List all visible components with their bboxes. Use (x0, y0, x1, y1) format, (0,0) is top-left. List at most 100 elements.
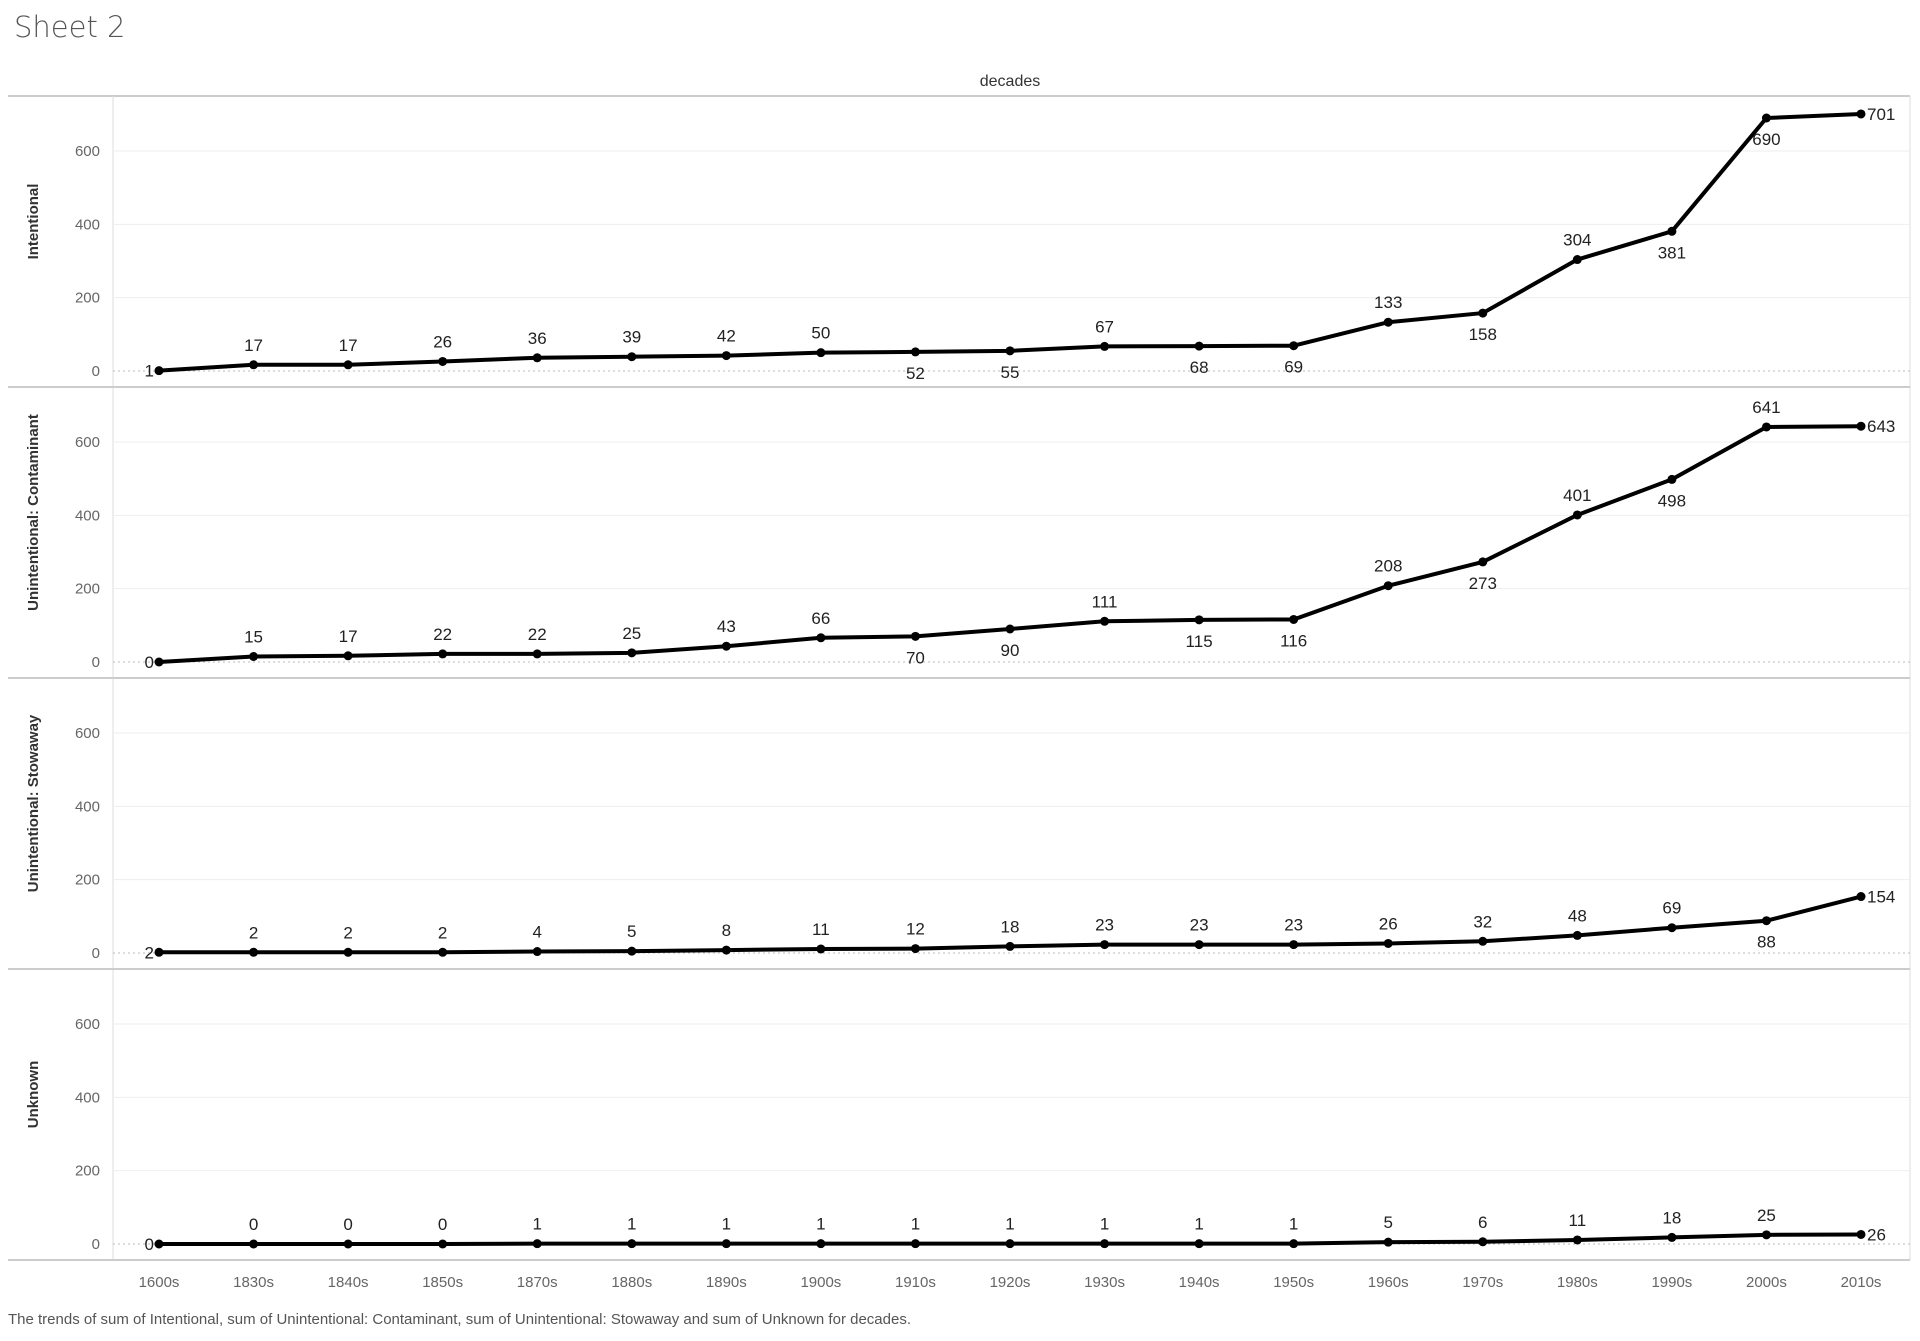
data-point (249, 947, 259, 957)
data-point (816, 633, 826, 643)
data-label: 5 (627, 922, 636, 941)
data-point (438, 649, 448, 659)
x-tick-label: 1960s (1368, 1274, 1409, 1291)
y-axis-title: Intentional (25, 184, 42, 260)
data-point (1667, 474, 1677, 484)
x-tick-label: 1830s (233, 1274, 274, 1291)
data-point (1383, 317, 1393, 327)
data-point (1194, 341, 1204, 351)
y-tick-label: 0 (92, 1236, 100, 1253)
data-point (1289, 614, 1299, 624)
data-point (1194, 615, 1204, 625)
data-label: 1 (722, 1215, 731, 1234)
y-axis-title: Unknown (25, 1061, 42, 1129)
data-point (1667, 226, 1677, 236)
data-label: 1 (145, 362, 154, 381)
x-tick-label: 1900s (800, 1274, 841, 1291)
data-point (627, 648, 637, 658)
data-label: 42 (717, 327, 736, 346)
data-label: 1 (627, 1215, 636, 1234)
sheet-title: Sheet 2 (14, 10, 126, 44)
data-label: 26 (433, 332, 452, 351)
data-point (1194, 940, 1204, 950)
data-point (1478, 936, 1488, 946)
data-point (910, 347, 920, 357)
data-point (1289, 341, 1299, 351)
column-header: decades (980, 73, 1041, 90)
data-label: 498 (1658, 491, 1686, 510)
data-label: 23 (1190, 916, 1209, 935)
data-point (1478, 557, 1488, 567)
data-label: 50 (811, 324, 830, 343)
data-label: 12 (906, 920, 925, 939)
data-label: 18 (1001, 917, 1020, 936)
data-label: 23 (1095, 916, 1114, 935)
data-label: 15 (244, 628, 263, 647)
data-label: 116 (1280, 631, 1307, 650)
data-label: 5 (1383, 1213, 1392, 1232)
data-label: 641 (1752, 398, 1780, 417)
y-axis-title: Unintentional: Contaminant (25, 414, 42, 611)
x-tick-label: 1920s (990, 1274, 1031, 1291)
data-point (1005, 1239, 1015, 1249)
y-tick-label: 0 (92, 654, 100, 671)
data-label: 23 (1284, 916, 1303, 935)
data-label: 208 (1374, 557, 1402, 576)
data-point (721, 1239, 731, 1249)
x-tick-label: 2000s (1746, 1274, 1787, 1291)
data-point (1100, 341, 1110, 351)
data-point (1289, 940, 1299, 950)
y-tick-label: 600 (75, 434, 100, 451)
data-point (1100, 940, 1110, 950)
data-label: 88 (1757, 933, 1776, 952)
data-label: 17 (339, 627, 358, 646)
data-point (438, 356, 448, 366)
data-point (816, 348, 826, 358)
data-point (1761, 422, 1771, 432)
data-label: 52 (906, 364, 925, 383)
data-point (438, 1239, 448, 1249)
data-point (438, 947, 448, 957)
data-point (1005, 941, 1015, 951)
y-tick-label: 400 (75, 216, 100, 233)
y-tick-label: 200 (75, 290, 100, 307)
data-point (627, 1239, 637, 1249)
y-axis-title: Unintentional: Stowaway (25, 714, 42, 892)
y-tick-label: 200 (75, 581, 100, 598)
data-label: 2 (438, 923, 447, 942)
data-point (154, 366, 164, 376)
data-point (1289, 1239, 1299, 1249)
data-point (910, 944, 920, 954)
x-tick-label: 1600s (139, 1274, 180, 1291)
series-line (158, 111, 1862, 373)
x-tick-label: 1940s (1179, 1274, 1220, 1291)
x-tick-label: 2010s (1841, 1274, 1882, 1291)
data-label: 701 (1867, 105, 1895, 124)
data-label: 17 (339, 336, 358, 355)
data-label: 2 (145, 943, 154, 962)
y-tick-label: 200 (75, 872, 100, 889)
data-point (1667, 923, 1677, 933)
data-point (532, 353, 542, 363)
data-label: 22 (433, 625, 452, 644)
data-label: 70 (906, 648, 925, 667)
data-label: 0 (438, 1215, 447, 1234)
x-tick-label: 1840s (328, 1274, 369, 1291)
data-point (1194, 1239, 1204, 1249)
data-label: 1 (911, 1215, 920, 1234)
data-label: 69 (1662, 899, 1681, 918)
data-label: 67 (1095, 317, 1114, 336)
x-tick-label: 1970s (1462, 1274, 1503, 1291)
y-tick-label: 600 (75, 1016, 100, 1033)
data-label: 643 (1867, 417, 1895, 436)
data-point (721, 945, 731, 955)
data-label: 401 (1563, 486, 1591, 505)
data-label: 66 (811, 609, 830, 628)
chart-caption: The trends of sum of Intentional, sum of… (8, 1311, 911, 1328)
data-point (1005, 346, 1015, 356)
data-label: 1 (1289, 1215, 1298, 1234)
data-point (532, 649, 542, 659)
data-label: 11 (1569, 1211, 1587, 1230)
data-point (910, 1239, 920, 1249)
x-tick-label: 1890s (706, 1274, 747, 1291)
